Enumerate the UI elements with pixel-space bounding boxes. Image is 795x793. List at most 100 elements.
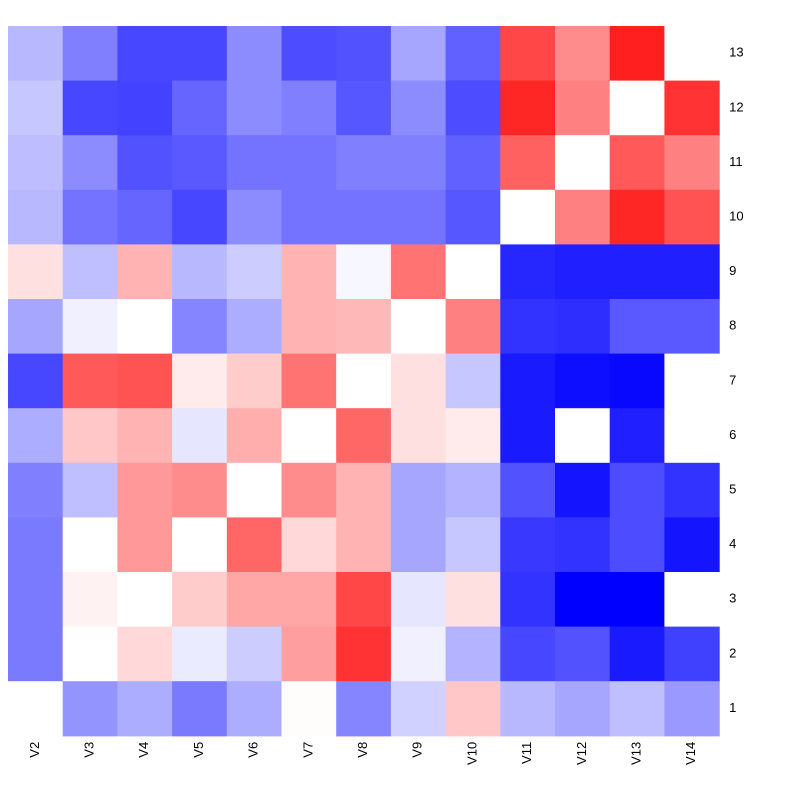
y-tick-label: 6 (729, 427, 736, 442)
heatmap-cell (172, 626, 228, 682)
heatmap-cell (500, 353, 556, 409)
heatmap-cell (8, 353, 64, 409)
heatmap-cell (117, 353, 173, 409)
heatmap-cell (281, 353, 337, 409)
heatmap-cell (445, 189, 501, 245)
heatmap-cell (609, 681, 665, 737)
heatmap-cell (445, 517, 501, 573)
x-tick-label: V14 (683, 742, 698, 765)
heatmap-cell (609, 572, 665, 628)
heatmap-cell (390, 408, 447, 464)
heatmap-cell (226, 80, 283, 136)
heatmap-cell (555, 299, 611, 355)
heatmap-cell (500, 572, 556, 628)
heatmap-cell (62, 135, 118, 191)
heatmap-cell (555, 572, 611, 628)
heatmap-cell (664, 80, 720, 136)
heatmap-cell (445, 462, 501, 518)
heatmap-cell (664, 299, 720, 355)
y-tick-label: 5 (729, 482, 736, 497)
x-tick-label: V13 (628, 742, 643, 765)
heatmap-cell (609, 462, 665, 518)
heatmap-cell (8, 80, 64, 136)
x-tick-label: V2 (27, 742, 42, 758)
x-tick-label: V10 (464, 742, 479, 765)
heatmap-cell (281, 517, 337, 573)
heatmap-cell (336, 572, 392, 628)
x-tick-label: V5 (191, 742, 206, 758)
heatmap-cell (500, 189, 556, 245)
heatmap-cell (390, 681, 447, 737)
heatmap-cell (8, 408, 64, 464)
heatmap-cell (445, 681, 501, 737)
heatmap-cell (500, 462, 556, 518)
heatmap-cell (226, 681, 283, 737)
heatmap-cell (336, 408, 392, 464)
heatmap-cell (500, 135, 556, 191)
y-tick-label: 13 (729, 45, 743, 60)
heatmap-cell (226, 572, 283, 628)
heatmap-cell (226, 26, 283, 82)
heatmap-cell (336, 353, 392, 409)
heatmap-cell (62, 681, 118, 737)
y-tick-label: 4 (729, 536, 736, 551)
heatmap-cell (62, 80, 118, 136)
heatmap-cell (117, 299, 173, 355)
heatmap-cell (336, 244, 392, 300)
heatmap-cell (172, 517, 228, 573)
heatmap-cell (555, 408, 611, 464)
heatmap-cell (62, 462, 118, 518)
x-tick-labels: V2 V3 V4 V5 V6 V7 V8 V9 V10 V11 V12 V13 V14 (27, 742, 698, 765)
heatmap-cell (664, 681, 720, 737)
y-tick-label: 11 (729, 154, 743, 169)
heatmap-cell (445, 26, 501, 82)
x-tick-label: V6 (246, 742, 261, 758)
heatmap-cell (62, 572, 118, 628)
heatmap-cell (172, 299, 228, 355)
heatmap-cell (555, 189, 611, 245)
x-tick-label: V12 (574, 742, 589, 765)
heatmap-cell (664, 462, 720, 518)
heatmap-cell (390, 626, 447, 682)
heatmap-cell (62, 189, 118, 245)
heatmap-cell (226, 353, 283, 409)
heatmap-cell (555, 626, 611, 682)
heatmap-cell (281, 299, 337, 355)
heatmap-cell (172, 408, 228, 464)
heatmap-cell (609, 626, 665, 682)
heatmap-cell (445, 80, 501, 136)
heatmap-cell (336, 626, 392, 682)
heatmap-cell (390, 189, 447, 245)
heatmap-cell (555, 681, 611, 737)
heatmap-cell (281, 408, 337, 464)
heatmap-cell (390, 572, 447, 628)
heatmap-cell (226, 244, 283, 300)
heatmap-cell (8, 189, 64, 245)
heatmap-cell (336, 299, 392, 355)
heatmap-cell (281, 462, 337, 518)
heatmap-cell (390, 26, 447, 82)
heatmap-cell (445, 135, 501, 191)
heatmap-cell (8, 572, 64, 628)
heatmap-cell (226, 517, 283, 573)
heatmap-cell (445, 408, 501, 464)
heatmap-cell (500, 80, 556, 136)
heatmap-cell (8, 26, 64, 82)
heatmap-cell (609, 353, 665, 409)
heatmap-cell (62, 26, 118, 82)
heatmap-cell (117, 572, 173, 628)
heatmap-cell (226, 462, 283, 518)
heatmap-cell (500, 408, 556, 464)
heatmap-cell (117, 517, 173, 573)
heatmap-cell (390, 353, 447, 409)
heatmap-cell (117, 408, 173, 464)
y-tick-label: 8 (729, 318, 736, 333)
heatmap-cell (609, 189, 665, 245)
heatmap-cell (609, 80, 665, 136)
heatmap-cell (555, 353, 611, 409)
y-tick-label: 3 (729, 591, 736, 606)
x-tick-label: V4 (136, 742, 151, 758)
heatmap-cell (555, 462, 611, 518)
heatmap-cell (336, 462, 392, 518)
